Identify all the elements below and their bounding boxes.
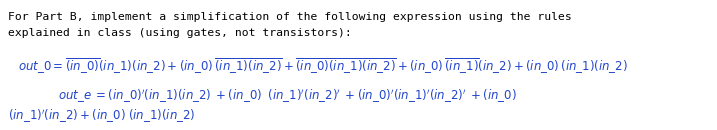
- Text: $\mathit{out\_e}\; = (in\_0)'(in\_1)(in\_2)\; + (in\_0)\;\; (in\_1)'(in\_2)'\; +: $\mathit{out\_e}\; = (in\_0)'(in\_1)(in\…: [58, 88, 517, 105]
- Text: $(in\_1)'(in\_2) +(in\_0)\; (in\_1)(in\_2)$: $(in\_1)'(in\_2) +(in\_0)\; (in\_1)(in\_…: [8, 108, 196, 125]
- Text: explained in class (using gates, not transistors):: explained in class (using gates, not tra…: [8, 28, 352, 38]
- Text: For Part B, implement a simplification of the following expression using the rul: For Part B, implement a simplification o…: [8, 12, 571, 22]
- Text: $\mathit{out\_0} = \overline{(in\_0)}(in\_1)(in\_2) + (in\_0)\,\overline{(in\_1): $\mathit{out\_0} = \overline{(in\_0)}(in…: [18, 56, 628, 76]
